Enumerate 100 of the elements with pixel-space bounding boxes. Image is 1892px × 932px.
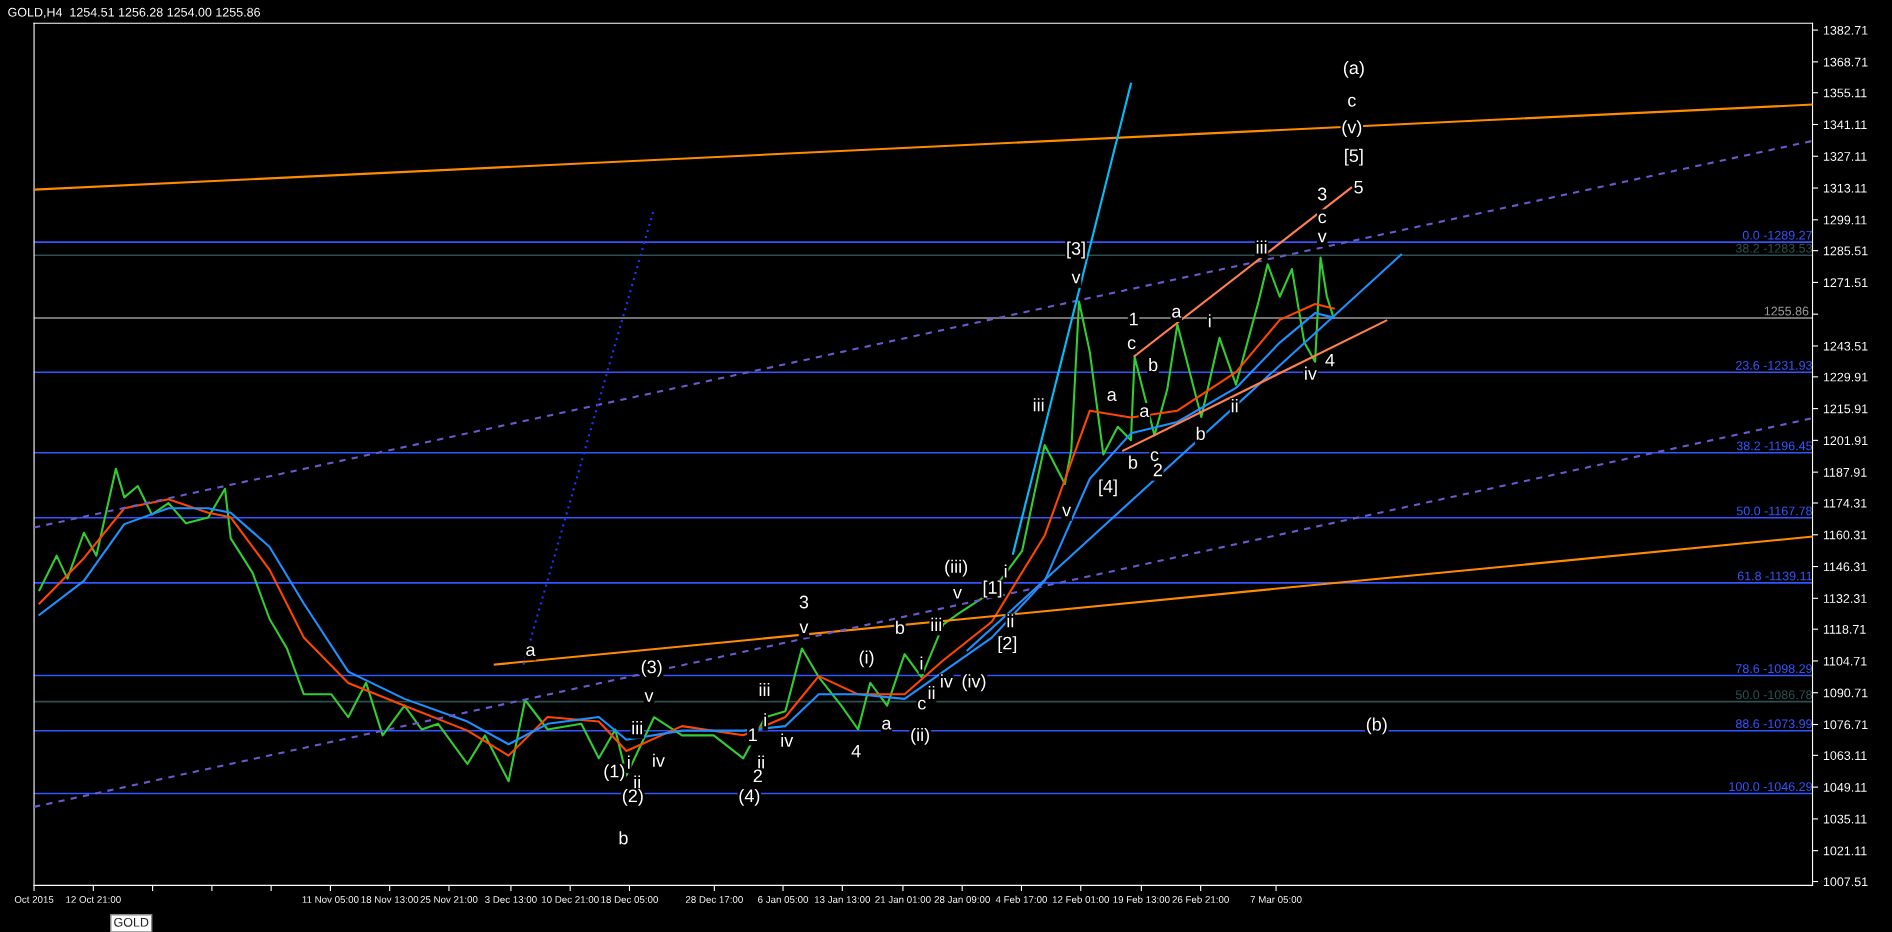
annotation: 1	[749, 728, 757, 741]
annotation: c	[1318, 213, 1327, 224]
y-tick-label: 1187.91	[1823, 467, 1867, 477]
y-tick-label: 1299.11	[1823, 215, 1867, 225]
annotation: i	[1208, 314, 1211, 328]
annotation: v	[1062, 506, 1072, 517]
x-tick-label: 10 Dec 21:00	[542, 896, 599, 903]
annotation: (a)	[1343, 60, 1364, 78]
annotation: [1]	[983, 580, 1002, 598]
annotation: 100.0 -1046.29	[1729, 782, 1812, 792]
annotation: v	[799, 623, 809, 633]
y-tick-label: 1327.11	[1823, 152, 1867, 161]
annotation: i	[920, 656, 923, 670]
annotation: iv	[941, 674, 953, 688]
x-tick-label: 13 Jan 13:00	[814, 896, 871, 903]
annotation: b	[619, 831, 628, 845]
annotation: c	[1127, 339, 1136, 350]
y-tick-label: 1243.51	[1823, 341, 1868, 351]
annotation: ii	[1007, 614, 1014, 628]
annotation: (iii)	[945, 559, 968, 577]
annotation: (v)	[1342, 120, 1362, 137]
annotation: v	[644, 692, 654, 702]
annotation: 23.6 -1231.93	[1736, 360, 1812, 370]
annotation: i	[627, 755, 630, 769]
y-tick-label: 1076.71	[1823, 720, 1868, 730]
y-tick-label: 1146.31	[1823, 562, 1867, 572]
annotation: v	[1317, 232, 1327, 243]
annotation: 1	[1129, 312, 1138, 326]
y-tick-label: 1035.11	[1823, 814, 1867, 824]
annotation: (ii)	[911, 727, 929, 745]
x-tick-label: 6 Jan 05:00	[758, 896, 809, 903]
annotation: c	[1348, 96, 1356, 107]
y-tick-label: 1355.11	[1823, 88, 1867, 98]
y-tick-label: 1160.31	[1823, 530, 1867, 540]
y-tick-label: 1382.71	[1823, 25, 1868, 35]
annotation: iii	[632, 721, 643, 735]
annotation: (4)	[739, 788, 760, 806]
annotation: [4]	[1099, 479, 1117, 497]
y-tick-label: 1341.11	[1823, 120, 1867, 130]
annotation: a	[1107, 391, 1117, 401]
annotation: c	[918, 699, 926, 710]
annotation: [5]	[1345, 148, 1363, 166]
annotation: (i)	[859, 650, 874, 668]
ref-line-label: 1255.86	[1764, 306, 1809, 316]
y-tick-label: 1215.91	[1823, 404, 1868, 414]
annotation: ii	[928, 685, 935, 699]
x-tick-label: 18 Nov 13:00	[361, 896, 419, 903]
x-tick-label: 21 Jan 01:00	[875, 896, 931, 903]
annotation: iv	[1305, 366, 1317, 380]
y-tick-label: 1090.71	[1823, 688, 1868, 698]
annotation: (3)	[641, 660, 662, 677]
annotation: 50.0 -1086.78	[1735, 690, 1812, 700]
annotation: iii	[1033, 398, 1044, 412]
annotation: a	[1172, 307, 1182, 318]
x-tick-label: 11 Nov 05:00	[302, 896, 359, 903]
y-tick-label: 1049.11	[1823, 782, 1867, 792]
x-tick-label: 4 Feb 17:00	[995, 895, 1048, 903]
y-tick-label: 1118.71	[1823, 624, 1866, 634]
annotation: v	[953, 588, 962, 599]
annotation: 5	[1354, 180, 1363, 194]
y-tick-label: 1313.11	[1823, 183, 1867, 193]
y-tick-label: 1007.51	[1823, 877, 1868, 887]
y-tick-label: 1132.31	[1823, 594, 1867, 603]
text: GOLD	[114, 917, 149, 927]
y-tick-label: 1201.91	[1823, 436, 1868, 446]
annotation: iii	[759, 682, 770, 697]
y-tick-label: 1174.31	[1823, 498, 1867, 508]
annotation: iv	[781, 733, 794, 747]
y-tick-label: 1063.11	[1823, 751, 1867, 760]
annotation: b	[1196, 426, 1205, 441]
annotation: 38.2 -1196.45	[1736, 441, 1813, 451]
y-tick-label: 1368.71	[1823, 57, 1868, 67]
annotation: 50.0 -1167.78	[1736, 506, 1812, 516]
annotation: iv	[653, 753, 665, 767]
annotation: [3]	[1067, 241, 1085, 259]
x-tick-label: 19 Feb 13:00	[1113, 895, 1170, 903]
annotation: i	[764, 713, 766, 727]
y-tick-label: 1229.91	[1823, 372, 1868, 382]
annotation: (2)	[622, 788, 643, 806]
annotation: ii	[1231, 399, 1238, 413]
annotation: (iv)	[962, 674, 986, 692]
x-tick-label: 28 Jan 09:00	[934, 896, 990, 903]
annotation: 88.6 -1073.99	[1735, 719, 1812, 729]
annotation: a	[526, 646, 536, 657]
annotation: (1)	[604, 764, 625, 782]
annotation: [2]	[998, 636, 1017, 654]
x-tick-label: 28 Dec 17:00	[685, 896, 743, 903]
annotation: b	[896, 620, 905, 635]
chart-title: GOLD,H4 1254.51 1256.28 1254.00 1255.86	[8, 7, 260, 19]
x-tick-label: 7 Mar 05:00	[1250, 896, 1302, 903]
annotation: 3	[1317, 187, 1327, 201]
annotation: 78.6 -1098.29	[1736, 664, 1812, 674]
annotation: i	[1004, 564, 1007, 578]
annotation: a	[882, 719, 892, 730]
x-tick-label: 25 Nov 21:00	[420, 896, 478, 903]
x-tick-label: 26 Feb 21:00	[1172, 895, 1229, 903]
annotation: ii	[758, 755, 764, 769]
y-tick-label: 1104.71	[1823, 656, 1867, 666]
y-tick-label: 1285.51	[1823, 246, 1868, 256]
x-tick-label: 18 Dec 05:00	[601, 896, 658, 903]
